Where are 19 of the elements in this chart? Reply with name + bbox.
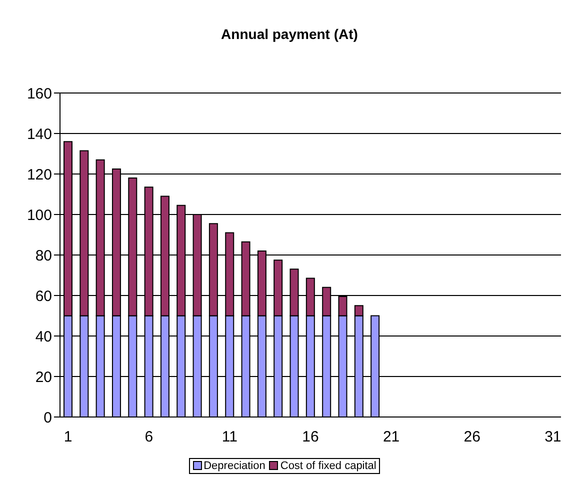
y-tick-label: 0 xyxy=(44,409,52,426)
x-tick-label: 21 xyxy=(382,428,400,446)
x-tick-label: 1 xyxy=(64,428,72,446)
y-tick-label: 60 xyxy=(35,288,52,305)
legend-label: Cost of fixed capital xyxy=(279,460,376,472)
y-tick-label: 140 xyxy=(26,126,52,143)
y-tick-label: 40 xyxy=(35,328,52,346)
x-tick-label: 6 xyxy=(144,428,154,446)
x-tick-label: 16 xyxy=(302,428,319,446)
y-tick-label: 120 xyxy=(26,166,52,184)
y-tick-label: 80 xyxy=(35,247,52,264)
y-tick-label: 100 xyxy=(26,206,52,224)
chart-title: Annual payment (At) xyxy=(220,25,359,44)
x-tick-label: 11 xyxy=(222,428,238,446)
x-tick-label: 26 xyxy=(464,428,480,446)
y-tick-label: 20 xyxy=(35,368,52,386)
legend-label: Depreciation xyxy=(202,460,266,472)
x-tick-label: 31 xyxy=(544,428,562,446)
y-tick-label: 160 xyxy=(26,85,52,102)
